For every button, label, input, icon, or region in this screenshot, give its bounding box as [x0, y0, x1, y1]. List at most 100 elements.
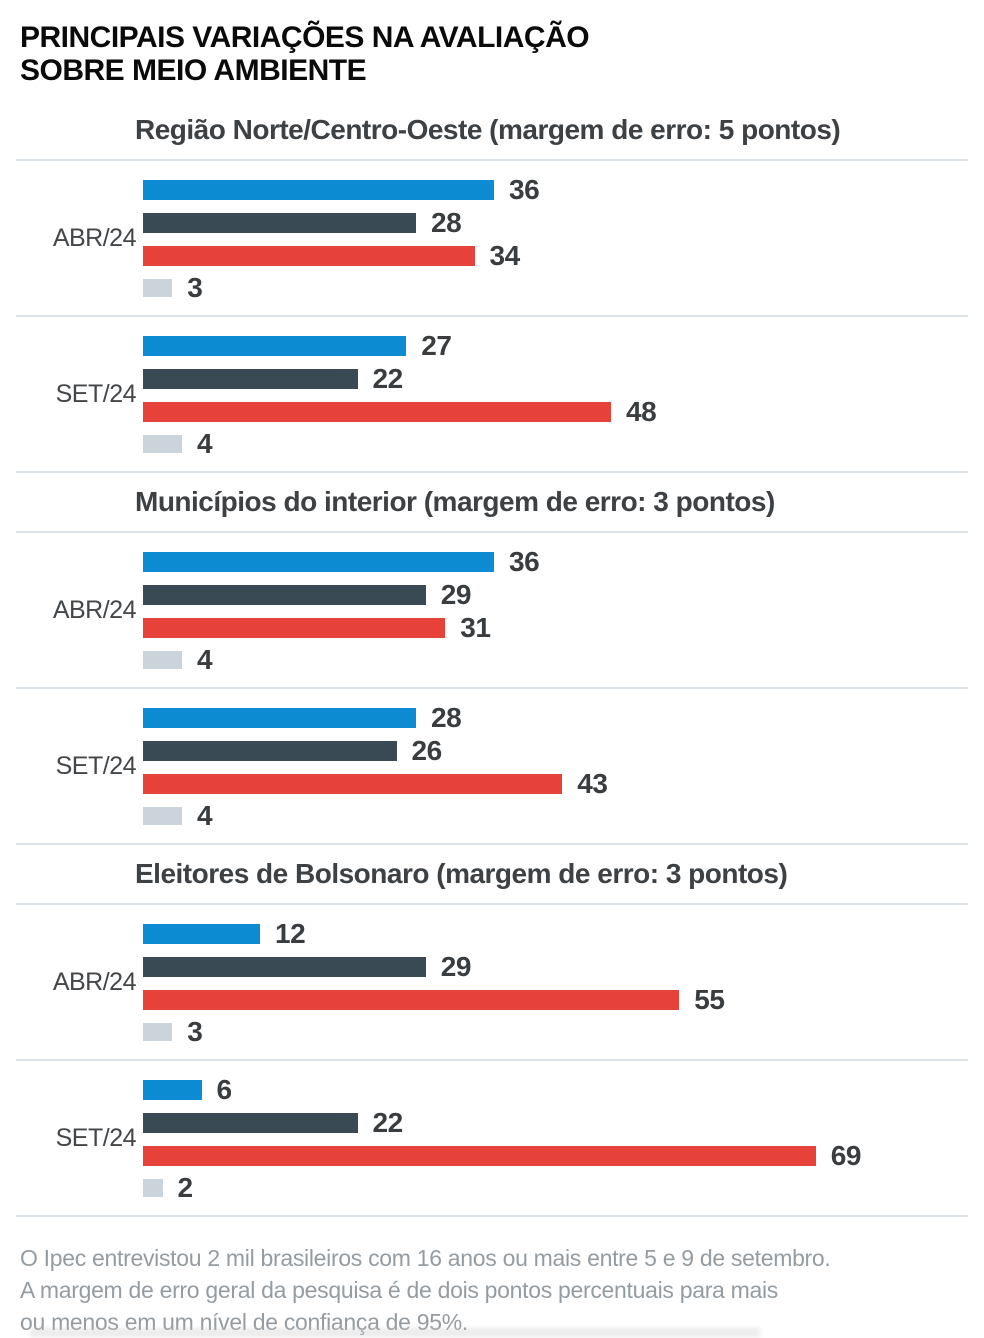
red-bar — [143, 246, 475, 266]
bar-value-label: 34 — [489, 240, 521, 271]
red-bar — [143, 402, 611, 422]
bars-container: 12 29 55 3 — [143, 918, 984, 1046]
light-gray-bar — [143, 435, 182, 453]
bars-container: 28 26 43 4 — [143, 702, 984, 831]
separator-line — [16, 1215, 968, 1217]
bar-value-label: 6 — [216, 1074, 233, 1105]
bar-group-set-24: SET/24 28 26 43 4 — [0, 689, 984, 843]
bar-row: 69 — [143, 1140, 984, 1171]
bar-row: 26 — [143, 735, 984, 766]
dark-slate-bar — [143, 213, 416, 233]
bar-group-abr-24: ABR/24 12 29 55 3 — [0, 905, 984, 1059]
bar-value-label: 12 — [275, 918, 306, 949]
bar-row: 28 — [143, 207, 984, 238]
bar-row: 12 — [143, 918, 984, 949]
light-gray-bar — [143, 1179, 163, 1197]
blue-bar — [143, 180, 494, 200]
separator-line — [16, 687, 968, 689]
dark-slate-bar — [143, 585, 426, 605]
bar-row: 31 — [143, 612, 984, 643]
bar-row: 6 — [143, 1074, 984, 1105]
red-bar — [143, 774, 563, 794]
bar-value-label: 26 — [411, 735, 443, 766]
bar-row: 55 — [143, 984, 984, 1015]
bar-row: 4 — [143, 428, 984, 459]
bar-value-label: 31 — [460, 612, 491, 643]
separator-line — [16, 1059, 968, 1061]
bar-row: 4 — [143, 800, 984, 831]
section-header: Região Norte/Centro-Oeste (margem de err… — [135, 114, 841, 145]
footnote-line-2: A margem de erro geral da pesquisa é de … — [20, 1277, 779, 1303]
bar-value-label: 28 — [431, 207, 462, 238]
bars-container: 36 28 34 3 — [143, 174, 984, 303]
section-header: Eleitores de Bolsonaro (margem de erro: … — [135, 858, 788, 889]
bar-row: 48 — [143, 396, 984, 427]
bar-value-label: 36 — [509, 174, 540, 205]
bar-row: 3 — [143, 1018, 984, 1046]
bar-value-label: 3 — [187, 272, 203, 303]
light-gray-bar — [143, 651, 182, 669]
separator-line — [16, 315, 968, 317]
page-title: PRINCIPAIS VARIAÇÕES NA AVALIAÇÃO SOBRE … — [0, 0, 984, 87]
bar-row: 22 — [143, 363, 984, 394]
bar-value-label: 22 — [372, 363, 404, 394]
bar-group-set-24: SET/24 6 22 69 2 — [0, 1061, 984, 1215]
group-label: SET/24 — [55, 752, 137, 780]
bar-group-abr-24: ABR/24 36 28 34 3 — [0, 161, 984, 315]
bar-value-label: 29 — [440, 579, 472, 610]
footnote-line-3: ou menos em um nível de confiança de 95%… — [20, 1309, 468, 1335]
bar-row: 36 — [143, 546, 984, 577]
bar-row: 2 — [143, 1174, 984, 1202]
dark-slate-bar — [143, 1113, 358, 1133]
bar-value-label: 29 — [440, 951, 472, 982]
cropped-text-remnant — [30, 1328, 760, 1337]
group-label: SET/24 — [55, 380, 137, 408]
separator-line — [16, 471, 968, 473]
bar-value-label: 48 — [626, 396, 657, 427]
bars-container: 6 22 69 2 — [143, 1074, 984, 1202]
group-label: ABR/24 — [52, 968, 137, 996]
separator-line — [16, 159, 968, 161]
bars-container: 27 22 48 4 — [143, 330, 984, 459]
page-title-line-2: SOBRE MEIO AMBIENTE — [20, 54, 367, 87]
bar-value-label: 36 — [509, 546, 540, 577]
red-bar — [143, 1146, 816, 1166]
bar-value-label: 69 — [830, 1140, 862, 1171]
light-gray-bar — [143, 1023, 173, 1041]
bar-value-label: 4 — [197, 428, 213, 459]
bar-group-abr-24: ABR/24 36 29 31 4 — [0, 533, 984, 687]
bar-value-label: 4 — [197, 644, 213, 675]
footnote-line-1: O Ipec entrevistou 2 mil brasileiros com… — [20, 1245, 831, 1271]
bar-row: 29 — [143, 579, 984, 610]
dark-slate-bar — [143, 369, 358, 389]
blue-bar — [143, 708, 416, 728]
bar-group-set-24: SET/24 27 22 48 4 — [0, 317, 984, 471]
blue-bar — [143, 1080, 202, 1100]
bar-row: 43 — [143, 768, 984, 799]
bar-row: 27 — [143, 330, 984, 361]
grouped-bar-chart: Região Norte/Centro-Oeste (margem de err… — [0, 101, 984, 1217]
bar-value-label: 22 — [372, 1107, 404, 1138]
bar-value-label: 43 — [577, 768, 608, 799]
section-header: Municípios do interior (margem de erro: … — [135, 486, 775, 517]
bar-row: 36 — [143, 174, 984, 205]
bar-value-label: 28 — [431, 702, 462, 733]
light-gray-bar — [143, 807, 182, 825]
bar-value-label: 55 — [694, 984, 725, 1015]
dark-slate-bar — [143, 957, 426, 977]
light-gray-bar — [143, 279, 173, 297]
separator-line — [16, 843, 968, 845]
bars-container: 36 29 31 4 — [143, 546, 984, 675]
blue-bar — [143, 924, 260, 944]
bar-row: 3 — [143, 272, 984, 303]
bar-value-label: 27 — [421, 330, 452, 361]
dark-slate-bar — [143, 741, 397, 761]
bar-row: 29 — [143, 951, 984, 982]
bar-row: 22 — [143, 1107, 984, 1138]
bar-row: 28 — [143, 702, 984, 733]
page-title-line-1: PRINCIPAIS VARIAÇÕES NA AVALIAÇÃO — [20, 21, 590, 54]
red-bar — [143, 618, 446, 638]
bar-value-label: 4 — [197, 800, 213, 831]
blue-bar — [143, 336, 407, 356]
